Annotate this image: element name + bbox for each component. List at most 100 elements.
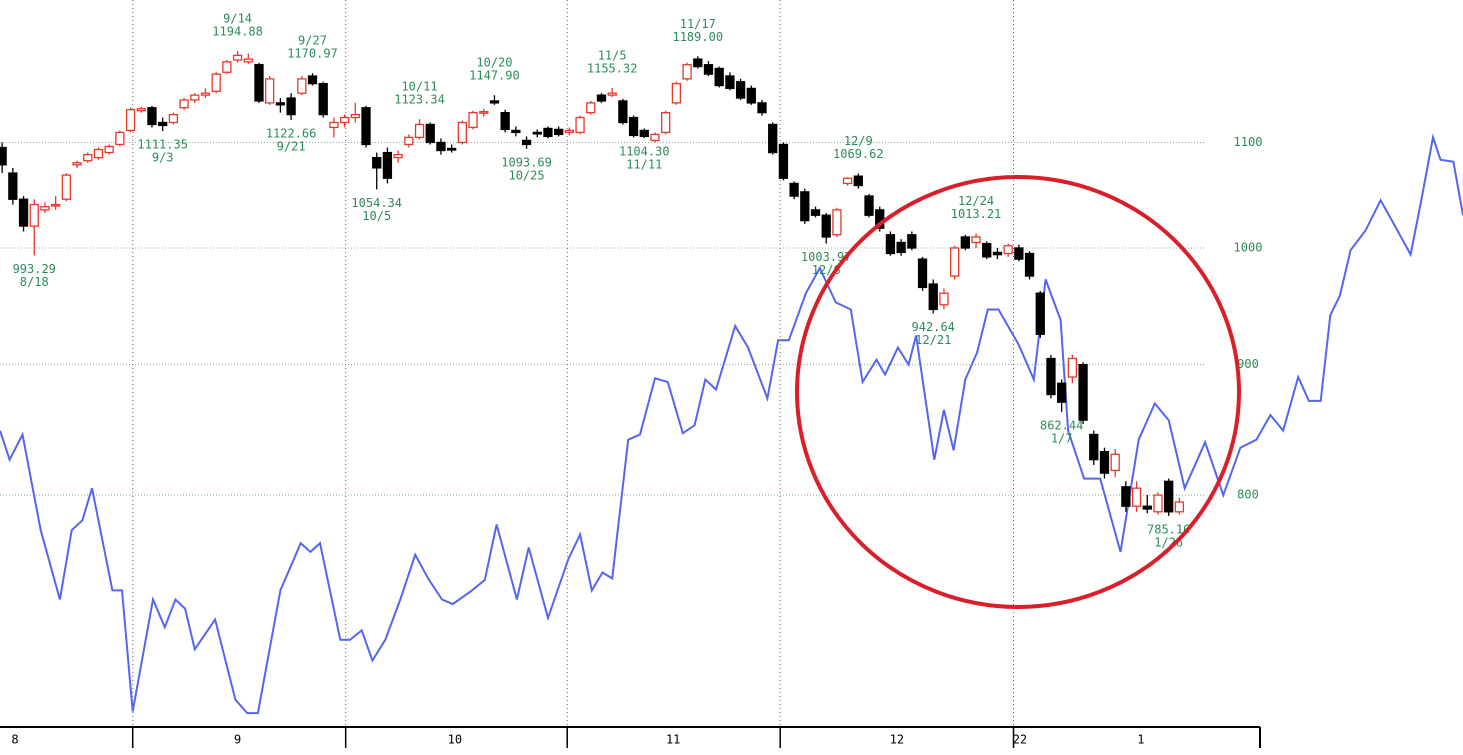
candle-body bbox=[618, 100, 628, 124]
candle-body bbox=[960, 236, 970, 249]
candle-body bbox=[1174, 501, 1185, 513]
candle-body bbox=[104, 145, 114, 154]
candle-body bbox=[8, 172, 18, 200]
candle-body bbox=[1131, 487, 1142, 507]
candle-body bbox=[1153, 494, 1163, 513]
candle-body bbox=[864, 195, 874, 216]
candle-body bbox=[222, 61, 232, 73]
candle-body bbox=[168, 113, 179, 124]
candle-body bbox=[286, 97, 296, 116]
candle-body bbox=[393, 153, 403, 159]
candle-body bbox=[500, 111, 510, 131]
candle-body bbox=[639, 129, 649, 138]
candle-body bbox=[757, 102, 767, 114]
candle-body bbox=[1003, 245, 1013, 255]
y-tick-label: 1000 bbox=[1234, 240, 1263, 254]
candle-body bbox=[521, 139, 532, 146]
candle-body bbox=[971, 236, 981, 244]
candle-body bbox=[18, 198, 29, 227]
candle-body bbox=[329, 121, 339, 129]
annotation-price: 1013.21 bbox=[951, 207, 1002, 221]
annotation-price: 1155.32 bbox=[587, 62, 638, 76]
annotation-price: 862.44 bbox=[1040, 418, 1083, 432]
candle-body bbox=[297, 78, 307, 94]
candle-body bbox=[115, 131, 125, 146]
candle-body bbox=[949, 247, 960, 277]
candle-body bbox=[725, 75, 735, 90]
annotation-price: 1189.00 bbox=[672, 30, 723, 44]
y-tick-label: 1100 bbox=[1234, 135, 1263, 149]
candle-body bbox=[0, 146, 7, 166]
candle-body bbox=[147, 107, 157, 126]
candle-body bbox=[693, 58, 703, 68]
candle-body bbox=[179, 99, 189, 109]
candle-body bbox=[254, 64, 264, 102]
candle-body bbox=[735, 81, 746, 99]
candle-body bbox=[1110, 453, 1120, 472]
candle-body bbox=[243, 58, 253, 63]
candle-body bbox=[1014, 247, 1024, 260]
x-tick-label: 11 bbox=[666, 733, 680, 747]
annotation-date: 9/21 bbox=[277, 139, 306, 153]
x-tick-label: 1 bbox=[1137, 733, 1144, 747]
grid bbox=[0, 0, 1205, 748]
candle-body bbox=[372, 156, 382, 169]
annotation-price: 1123.34 bbox=[394, 93, 445, 107]
candle-body bbox=[265, 78, 275, 104]
y-tick-label: 900 bbox=[1237, 357, 1259, 371]
annotation-price: 1170.97 bbox=[287, 47, 338, 61]
candle-body bbox=[425, 123, 435, 144]
candle-body bbox=[275, 102, 286, 106]
candle-body bbox=[800, 191, 810, 222]
candle-body bbox=[211, 73, 221, 92]
annotation-price: 1003.97 bbox=[801, 250, 852, 264]
candle-body bbox=[746, 87, 756, 104]
annotation-date: 12/24 bbox=[958, 194, 994, 208]
annotation-date: 8/18 bbox=[20, 275, 49, 289]
candle-body bbox=[650, 133, 660, 142]
x-tick-label: 12 bbox=[890, 733, 904, 747]
candle-body bbox=[554, 128, 564, 136]
candle-body bbox=[1057, 382, 1067, 403]
candle-body bbox=[29, 203, 39, 227]
candle-body bbox=[939, 292, 949, 306]
candle-body bbox=[457, 121, 467, 144]
candle-body bbox=[885, 234, 896, 255]
candle-body bbox=[1024, 252, 1035, 277]
candle-body bbox=[821, 214, 831, 238]
annotation-date: 12/9 bbox=[844, 134, 873, 148]
candle-body bbox=[414, 123, 425, 139]
candle-body bbox=[404, 136, 414, 146]
candle-body bbox=[982, 242, 992, 258]
candle-body bbox=[93, 148, 104, 159]
candle-body bbox=[853, 175, 863, 187]
candle-body bbox=[768, 123, 778, 154]
candle-body bbox=[789, 182, 799, 197]
candle-body bbox=[671, 82, 682, 104]
candle-body bbox=[436, 141, 446, 152]
annotation-date: 1/26 bbox=[1154, 535, 1183, 549]
candle-body bbox=[158, 121, 168, 127]
y-tick-label: 800 bbox=[1237, 488, 1259, 502]
annotation-price: 1194.88 bbox=[212, 24, 263, 38]
annotation-price: 1122.66 bbox=[266, 126, 317, 140]
candle-body bbox=[232, 54, 243, 61]
candle-body bbox=[136, 108, 146, 112]
candle-body bbox=[61, 174, 72, 200]
candle-body bbox=[125, 109, 136, 132]
annotation-price: 1147.90 bbox=[469, 69, 520, 83]
candle-body bbox=[596, 94, 607, 102]
candle-body bbox=[479, 111, 489, 114]
candle-body bbox=[586, 102, 596, 114]
candle-body bbox=[1142, 505, 1152, 510]
annotation-date: 9/27 bbox=[298, 34, 327, 48]
annotation-price: 1069.62 bbox=[833, 147, 884, 161]
candle-body bbox=[361, 107, 371, 146]
candle-body bbox=[350, 113, 360, 119]
candle-body bbox=[714, 67, 724, 87]
candle-body bbox=[842, 177, 853, 185]
candle-body bbox=[83, 153, 93, 162]
annotation-price: 993.29 bbox=[13, 262, 56, 276]
annotation-date: 10/20 bbox=[476, 56, 512, 70]
candle-body bbox=[1067, 357, 1078, 378]
